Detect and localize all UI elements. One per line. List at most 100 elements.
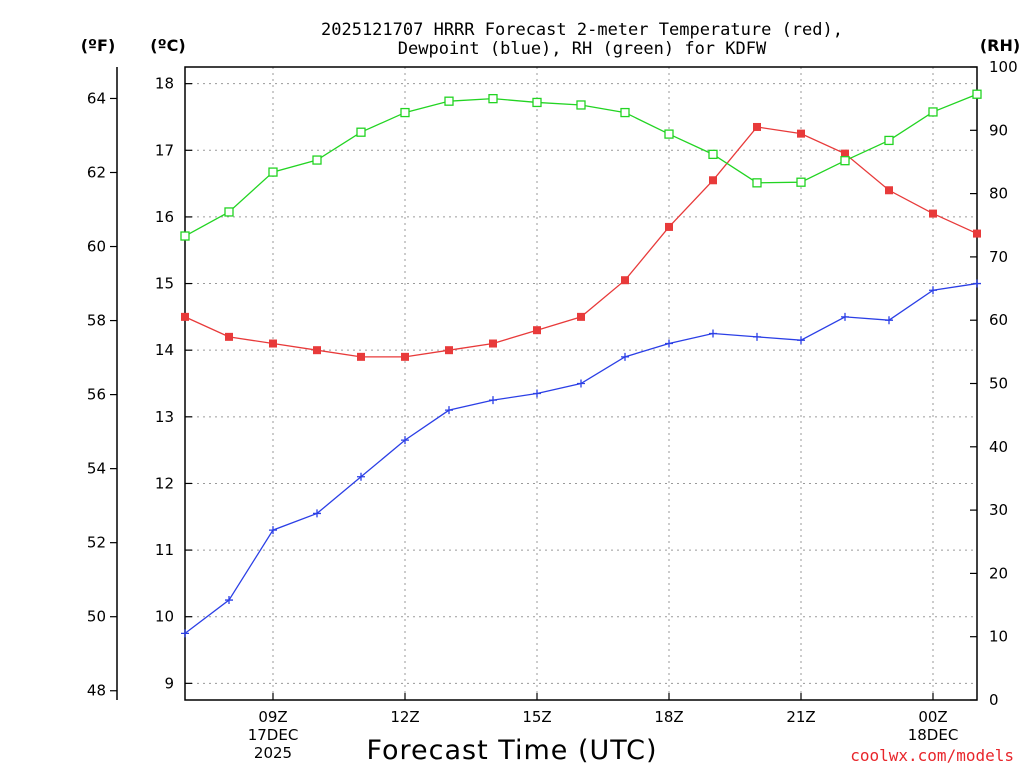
2-meter-temperature-point: [533, 326, 541, 335]
rh-tick-label: 30: [989, 501, 1008, 519]
x-axis-label: Forecast Time (UTC): [366, 735, 657, 766]
2-meter-temperature-point: [445, 346, 453, 355]
rh-point: [268, 167, 278, 177]
rh-tick-label: 50: [989, 375, 1008, 393]
2-meter-temperature-point: [357, 352, 365, 361]
dewpoint-point: [313, 509, 321, 518]
dewpoint-line: [184, 282, 978, 634]
celsius-tick-label: 16: [155, 208, 174, 226]
rh-point: [972, 89, 982, 99]
dewpoint-point: [709, 329, 717, 338]
rh-point: [796, 177, 806, 187]
2-meter-temperature-point: [401, 352, 409, 361]
dewpoint-point: [533, 389, 541, 398]
chart-title-line-1: 2025121707 HRRR Forecast 2-meter Tempera…: [321, 20, 843, 40]
rh-point: [180, 231, 190, 241]
2-meter-temperature-point: [269, 339, 277, 348]
fahrenheit-tick-label: 52: [87, 534, 106, 552]
2-meter-temperature-point: [621, 276, 629, 285]
celsius-tick-label: 12: [155, 474, 174, 492]
2-meter-temperature-point: [753, 122, 761, 131]
dewpoint-point: [489, 396, 497, 405]
fahrenheit-tick-label: 60: [87, 238, 106, 256]
x-tick-label: 2025: [254, 744, 292, 762]
2-meter-temperature-point: [929, 209, 937, 218]
rh-point: [884, 135, 894, 146]
fahrenheit-axis: 48 50 52 54 56 58 60 62 64: [87, 89, 117, 700]
2-meter-temperature-point: [225, 332, 233, 341]
rh-tick-label: 20: [989, 564, 1008, 582]
dewpoint-point: [181, 629, 189, 638]
fahrenheit-tick-label: 50: [87, 608, 106, 626]
x-tick-label: 21Z: [786, 708, 815, 726]
dewpoint-point: [225, 596, 233, 605]
chart-title-line-2: Dewpoint (blue), RH (green) for KDFW: [398, 39, 767, 59]
rh-point: [928, 107, 938, 117]
2-meter-temperature-line: [184, 126, 978, 358]
rh-point: [444, 96, 454, 106]
rh-tick-label: 10: [989, 628, 1008, 646]
rh-point: [356, 127, 366, 137]
celsius-tick-label: 14: [155, 341, 174, 359]
rh-tick-label: 40: [989, 438, 1008, 456]
celsius-tick-label: 10: [155, 608, 174, 626]
dewpoint-point: [401, 436, 409, 445]
dewpoint-point: [929, 286, 937, 295]
rh-point: [752, 178, 762, 188]
2-meter-temperature-point: [313, 346, 321, 355]
rh-point: [312, 155, 322, 165]
series-layer: [180, 89, 982, 638]
2-meter-temperature-point: [709, 176, 717, 185]
celsius-axis: 9 10 11 12 13 14 15 16 17 18: [155, 75, 192, 692]
x-tick-label: 15Z: [522, 708, 551, 726]
fahrenheit-unit-label: (ºF): [81, 36, 116, 55]
x-tick-label: 00Z: [918, 708, 947, 726]
rh-point: [708, 149, 718, 160]
rh-axis: 0 10 20 30 40 50 60 70 80 90 100: [970, 58, 1018, 709]
2-meter-temperature-point: [489, 339, 497, 348]
2-meter-temperature-point: [797, 129, 805, 138]
rh-tick-label: 80: [989, 185, 1008, 203]
dewpoint-point: [797, 336, 805, 345]
2-meter-temperature-point: [885, 186, 893, 195]
celsius-tick-label: 17: [155, 141, 174, 159]
rh-point: [576, 100, 586, 110]
dewpoint-point: [357, 472, 365, 481]
rh-tick-label: 60: [989, 311, 1008, 329]
dewpoint-point: [577, 379, 585, 388]
dewpoint-point: [665, 339, 673, 348]
rh-point: [224, 207, 234, 217]
celsius-tick-label: 18: [155, 75, 174, 93]
dewpoint-point: [621, 352, 629, 361]
rh-unit-label: (RH): [980, 36, 1020, 55]
x-tick-label: 09Z: [258, 708, 287, 726]
rh-tick-label: 0: [989, 691, 999, 709]
dewpoint-point: [269, 526, 277, 535]
rh-tick-label: 70: [989, 248, 1008, 266]
dewpoint-point: [885, 316, 893, 325]
rh-point: [400, 107, 410, 118]
2-meter-temperature-point: [841, 149, 849, 158]
rh-point: [840, 156, 850, 166]
x-tick-label: 12Z: [390, 708, 419, 726]
fahrenheit-tick-label: 48: [87, 682, 106, 700]
celsius-tick-label: 11: [155, 541, 174, 559]
celsius-tick-label: 13: [155, 408, 174, 426]
rh-point: [488, 94, 498, 104]
dewpoint-point: [841, 312, 849, 321]
rh-point: [620, 107, 630, 118]
x-tick-label: 18Z: [654, 708, 683, 726]
dewpoint-point: [973, 279, 981, 288]
rh-tick-label: 100: [989, 58, 1018, 76]
celsius-unit-label: (ºC): [150, 36, 185, 55]
2-meter-temperature-point: [973, 229, 981, 238]
fahrenheit-tick-label: 56: [87, 386, 106, 404]
2-meter-temperature-point: [665, 222, 673, 231]
2-meter-temperature-point: [577, 312, 585, 321]
rh-tick-label: 90: [989, 121, 1008, 139]
dewpoint-point: [753, 332, 761, 341]
x-tick-label: 18DEC: [908, 726, 959, 744]
watermark: coolwx.com/models: [850, 746, 1014, 765]
